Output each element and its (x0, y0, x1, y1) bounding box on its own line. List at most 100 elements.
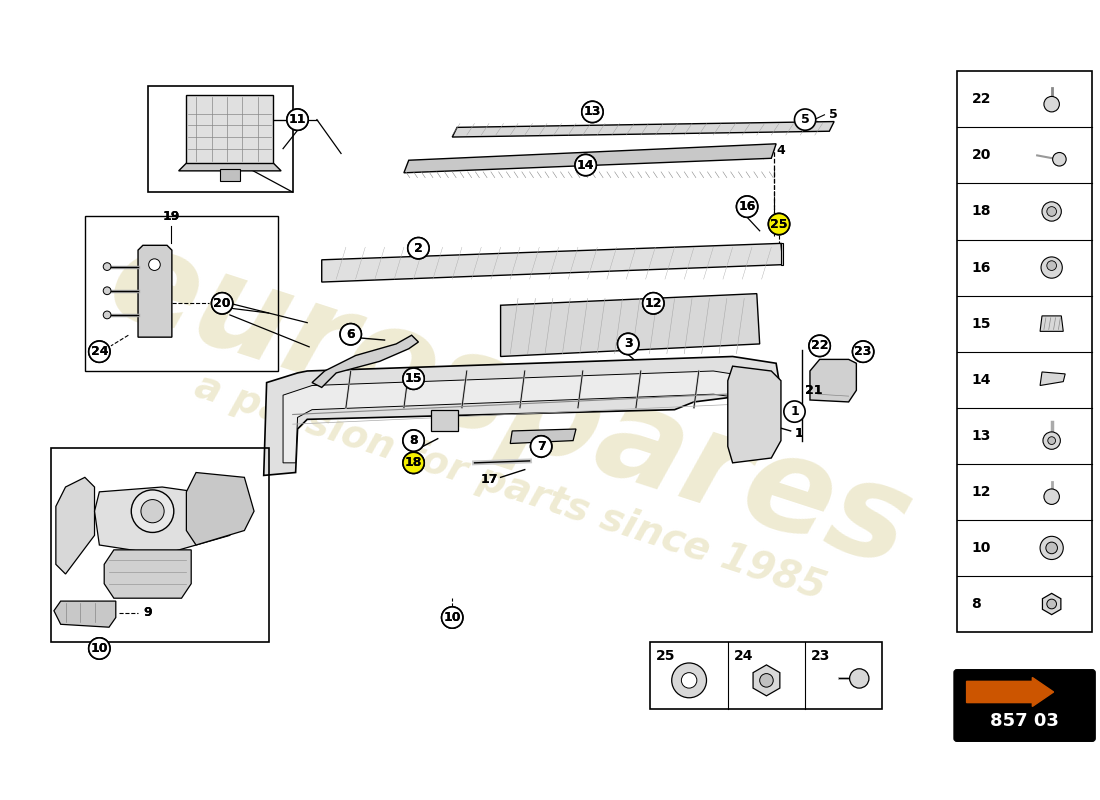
Text: 20: 20 (971, 148, 991, 162)
Text: eurospares: eurospares (94, 215, 927, 594)
Text: 13: 13 (584, 106, 601, 118)
Polygon shape (321, 243, 783, 282)
Circle shape (672, 663, 706, 698)
Circle shape (617, 334, 639, 354)
Text: 9: 9 (143, 606, 152, 619)
Circle shape (211, 293, 233, 314)
Bar (957, 71, 1092, 632)
Text: 25: 25 (657, 650, 675, 663)
Text: 14: 14 (576, 158, 594, 171)
Circle shape (808, 335, 830, 357)
Circle shape (737, 196, 758, 218)
Circle shape (287, 109, 308, 130)
Polygon shape (510, 429, 576, 443)
Circle shape (575, 154, 596, 176)
Circle shape (769, 214, 790, 234)
Circle shape (852, 341, 873, 362)
Polygon shape (186, 95, 274, 163)
Text: 18: 18 (405, 456, 422, 470)
Text: 15: 15 (971, 317, 991, 330)
Text: a passion for parts since 1985: a passion for parts since 1985 (190, 366, 830, 607)
Text: 4: 4 (777, 144, 785, 157)
Bar (220, 169, 240, 181)
Polygon shape (138, 246, 172, 337)
Text: 12: 12 (971, 485, 991, 499)
Circle shape (1047, 599, 1056, 609)
Text: 10: 10 (90, 642, 108, 655)
Text: 15: 15 (405, 372, 422, 386)
Circle shape (340, 324, 362, 345)
Text: 8: 8 (409, 434, 418, 447)
Text: 18: 18 (971, 205, 991, 218)
Circle shape (441, 607, 463, 628)
Text: 17: 17 (481, 473, 497, 486)
Text: 14: 14 (576, 158, 594, 171)
Circle shape (89, 638, 110, 659)
Polygon shape (810, 359, 857, 402)
FancyArrow shape (967, 678, 1054, 706)
Circle shape (403, 430, 425, 451)
Bar (85, 216, 278, 371)
Text: 23: 23 (855, 345, 872, 358)
Circle shape (784, 401, 805, 422)
Polygon shape (754, 665, 780, 696)
Circle shape (737, 196, 758, 218)
Text: 24: 24 (90, 345, 108, 358)
Circle shape (340, 324, 362, 345)
Text: 10: 10 (443, 611, 461, 624)
Polygon shape (728, 366, 781, 463)
Circle shape (760, 674, 773, 687)
Circle shape (103, 262, 111, 270)
Polygon shape (312, 335, 418, 387)
Text: 13: 13 (584, 106, 601, 118)
Circle shape (681, 673, 696, 688)
Text: 25: 25 (770, 218, 788, 230)
Polygon shape (1041, 372, 1065, 386)
Circle shape (1043, 432, 1060, 450)
Text: 15: 15 (405, 372, 422, 386)
Text: 19: 19 (162, 210, 179, 223)
Text: 3: 3 (624, 338, 632, 350)
Text: 11: 11 (289, 113, 306, 126)
Polygon shape (95, 487, 230, 554)
Text: 19: 19 (162, 210, 179, 223)
Polygon shape (404, 144, 777, 173)
Circle shape (441, 607, 463, 628)
Polygon shape (104, 550, 191, 598)
Circle shape (852, 341, 873, 362)
Text: 22: 22 (811, 339, 828, 352)
Circle shape (403, 368, 425, 390)
Polygon shape (500, 294, 760, 357)
Circle shape (617, 334, 639, 354)
Text: 8: 8 (409, 434, 418, 447)
Circle shape (211, 293, 233, 314)
Circle shape (403, 430, 425, 451)
Circle shape (1046, 542, 1057, 554)
Text: 10: 10 (971, 541, 991, 555)
Text: 20: 20 (213, 297, 231, 310)
Circle shape (642, 293, 664, 314)
Circle shape (1047, 206, 1056, 216)
Text: 5: 5 (829, 108, 838, 122)
Circle shape (530, 436, 552, 457)
Text: 16: 16 (738, 200, 756, 213)
Circle shape (103, 287, 111, 294)
Circle shape (1041, 257, 1063, 278)
Circle shape (403, 452, 425, 474)
Circle shape (849, 669, 869, 688)
Text: 22: 22 (811, 339, 828, 352)
Bar (51, 448, 268, 642)
Circle shape (403, 452, 425, 474)
Bar (147, 86, 293, 192)
Polygon shape (178, 163, 282, 171)
Polygon shape (283, 371, 757, 463)
Text: 12: 12 (645, 297, 662, 310)
Circle shape (148, 259, 161, 270)
Circle shape (530, 436, 552, 457)
Circle shape (1047, 261, 1056, 270)
Circle shape (1042, 202, 1062, 221)
Circle shape (408, 238, 429, 259)
Text: 16: 16 (738, 200, 756, 213)
Polygon shape (1043, 594, 1060, 614)
Circle shape (794, 109, 816, 130)
